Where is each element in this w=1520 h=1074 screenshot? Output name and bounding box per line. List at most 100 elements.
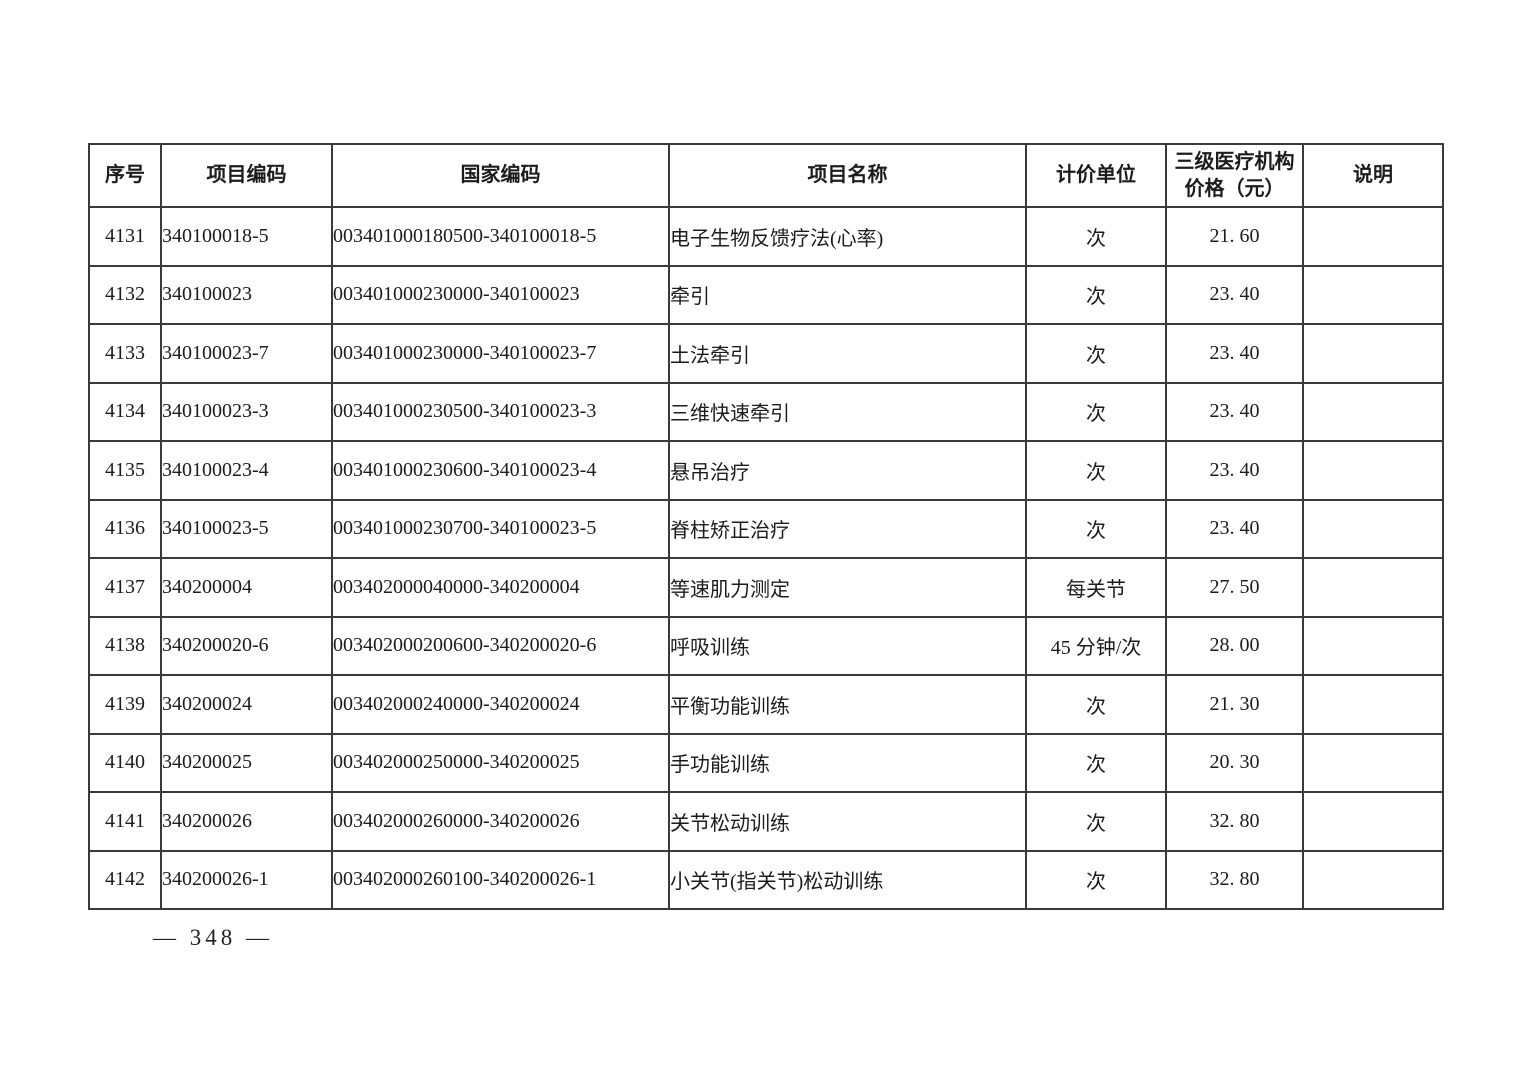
cell-project-code: 340200025	[160, 732, 333, 793]
cell-national-code: 003401000180500-340100018-5	[331, 206, 670, 267]
table-row: 4133 340100023-7 003401000230000-3401000…	[88, 323, 1444, 384]
cell-note	[1302, 674, 1444, 735]
table-row: 4131 340100018-5 003401000180500-3401000…	[88, 206, 1444, 267]
cell-project-code: 340200004	[160, 557, 333, 618]
cell-note	[1302, 206, 1444, 267]
cell-unit: 次	[1025, 206, 1167, 267]
cell-project-code: 340100023-5	[160, 498, 333, 559]
cell-seq: 4135	[88, 440, 162, 501]
cell-note	[1302, 264, 1444, 325]
column-header-seq: 序号	[88, 143, 162, 208]
table-row: 4137 340200004 003402000040000-340200004…	[88, 557, 1444, 618]
cell-seq: 4136	[88, 498, 162, 559]
cell-unit: 次	[1025, 674, 1167, 735]
cell-project-code: 340100023-3	[160, 381, 333, 442]
cell-seq: 4142	[88, 849, 162, 910]
cell-unit: 次	[1025, 791, 1167, 852]
cell-seq: 4133	[88, 323, 162, 384]
cell-seq: 4137	[88, 557, 162, 618]
cell-unit: 次	[1025, 498, 1167, 559]
cell-note	[1302, 557, 1444, 618]
cell-price: 28. 00	[1165, 615, 1304, 676]
cell-national-code: 003402000260100-340200026-1	[331, 849, 670, 910]
cell-seq: 4134	[88, 381, 162, 442]
cell-national-code: 003402000200600-340200020-6	[331, 615, 670, 676]
cell-national-code: 003401000230700-340100023-5	[331, 498, 670, 559]
page-number: — 348 —	[153, 925, 273, 950]
cell-national-code: 003401000230600-340100023-4	[331, 440, 670, 501]
medical-price-table: 序号 项目编码 国家编码 项目名称 计价单位 三级医疗机构 价格（元） 说明 4…	[88, 143, 1444, 910]
cell-price: 21. 60	[1165, 206, 1304, 267]
cell-unit: 次	[1025, 440, 1167, 501]
table-row: 4138 340200020-6 003402000200600-3402000…	[88, 615, 1444, 676]
cell-project-code: 340200024	[160, 674, 333, 735]
cell-seq: 4140	[88, 732, 162, 793]
cell-note	[1302, 615, 1444, 676]
cell-seq: 4131	[88, 206, 162, 267]
cell-project-name: 土法牵引	[668, 323, 1027, 384]
cell-national-code: 003401000230000-340100023	[331, 264, 670, 325]
column-header-price: 三级医疗机构 价格（元）	[1165, 143, 1304, 208]
cell-unit: 45 分钟/次	[1025, 615, 1167, 676]
cell-seq: 4132	[88, 264, 162, 325]
cell-national-code: 003402000260000-340200026	[331, 791, 670, 852]
cell-project-name: 平衡功能训练	[668, 674, 1027, 735]
table-header-row: 序号 项目编码 国家编码 项目名称 计价单位 三级医疗机构 价格（元） 说明	[88, 143, 1444, 208]
cell-national-code: 003401000230500-340100023-3	[331, 381, 670, 442]
table-row: 4134 340100023-3 003401000230500-3401000…	[88, 381, 1444, 442]
cell-project-code: 340200026-1	[160, 849, 333, 910]
cell-seq: 4138	[88, 615, 162, 676]
cell-project-name: 悬吊治疗	[668, 440, 1027, 501]
cell-project-code: 340100023-7	[160, 323, 333, 384]
cell-price: 23. 40	[1165, 323, 1304, 384]
table-row: 4141 340200026 003402000260000-340200026…	[88, 791, 1444, 852]
table-row: 4135 340100023-4 003401000230600-3401000…	[88, 440, 1444, 501]
cell-project-code: 340200020-6	[160, 615, 333, 676]
cell-price: 32. 80	[1165, 849, 1304, 910]
cell-project-name: 小关节(指关节)松动训练	[668, 849, 1027, 910]
cell-national-code: 003402000240000-340200024	[331, 674, 670, 735]
cell-unit: 次	[1025, 264, 1167, 325]
cell-price: 23. 40	[1165, 264, 1304, 325]
cell-note	[1302, 498, 1444, 559]
cell-unit: 每关节	[1025, 557, 1167, 618]
cell-note	[1302, 849, 1444, 910]
table-row: 4136 340100023-5 003401000230700-3401000…	[88, 498, 1444, 559]
column-header-national-code: 国家编码	[331, 143, 670, 208]
cell-project-code: 340100023	[160, 264, 333, 325]
column-header-project-name: 项目名称	[668, 143, 1027, 208]
cell-price: 27. 50	[1165, 557, 1304, 618]
cell-national-code: 003401000230000-340100023-7	[331, 323, 670, 384]
cell-project-code: 340200026	[160, 791, 333, 852]
cell-unit: 次	[1025, 732, 1167, 793]
cell-note	[1302, 440, 1444, 501]
cell-price: 23. 40	[1165, 440, 1304, 501]
table-row: 4142 340200026-1 003402000260100-3402000…	[88, 849, 1444, 910]
table-row: 4140 340200025 003402000250000-340200025…	[88, 732, 1444, 793]
cell-price: 23. 40	[1165, 498, 1304, 559]
cell-note	[1302, 791, 1444, 852]
cell-project-name: 三维快速牵引	[668, 381, 1027, 442]
column-header-project-code: 项目编码	[160, 143, 333, 208]
cell-unit: 次	[1025, 323, 1167, 384]
cell-price: 23. 40	[1165, 381, 1304, 442]
cell-price: 20. 30	[1165, 732, 1304, 793]
cell-seq: 4141	[88, 791, 162, 852]
cell-unit: 次	[1025, 849, 1167, 910]
table-row: 4139 340200024 003402000240000-340200024…	[88, 674, 1444, 735]
table-row: 4132 340100023 003401000230000-340100023…	[88, 264, 1444, 325]
cell-price: 32. 80	[1165, 791, 1304, 852]
cell-unit: 次	[1025, 381, 1167, 442]
cell-project-code: 340100023-4	[160, 440, 333, 501]
cell-national-code: 003402000250000-340200025	[331, 732, 670, 793]
cell-project-name: 关节松动训练	[668, 791, 1027, 852]
cell-project-name: 牵引	[668, 264, 1027, 325]
cell-note	[1302, 323, 1444, 384]
column-header-unit: 计价单位	[1025, 143, 1167, 208]
cell-seq: 4139	[88, 674, 162, 735]
cell-national-code: 003402000040000-340200004	[331, 557, 670, 618]
cell-project-name: 脊柱矫正治疗	[668, 498, 1027, 559]
column-header-note: 说明	[1302, 143, 1444, 208]
cell-note	[1302, 732, 1444, 793]
